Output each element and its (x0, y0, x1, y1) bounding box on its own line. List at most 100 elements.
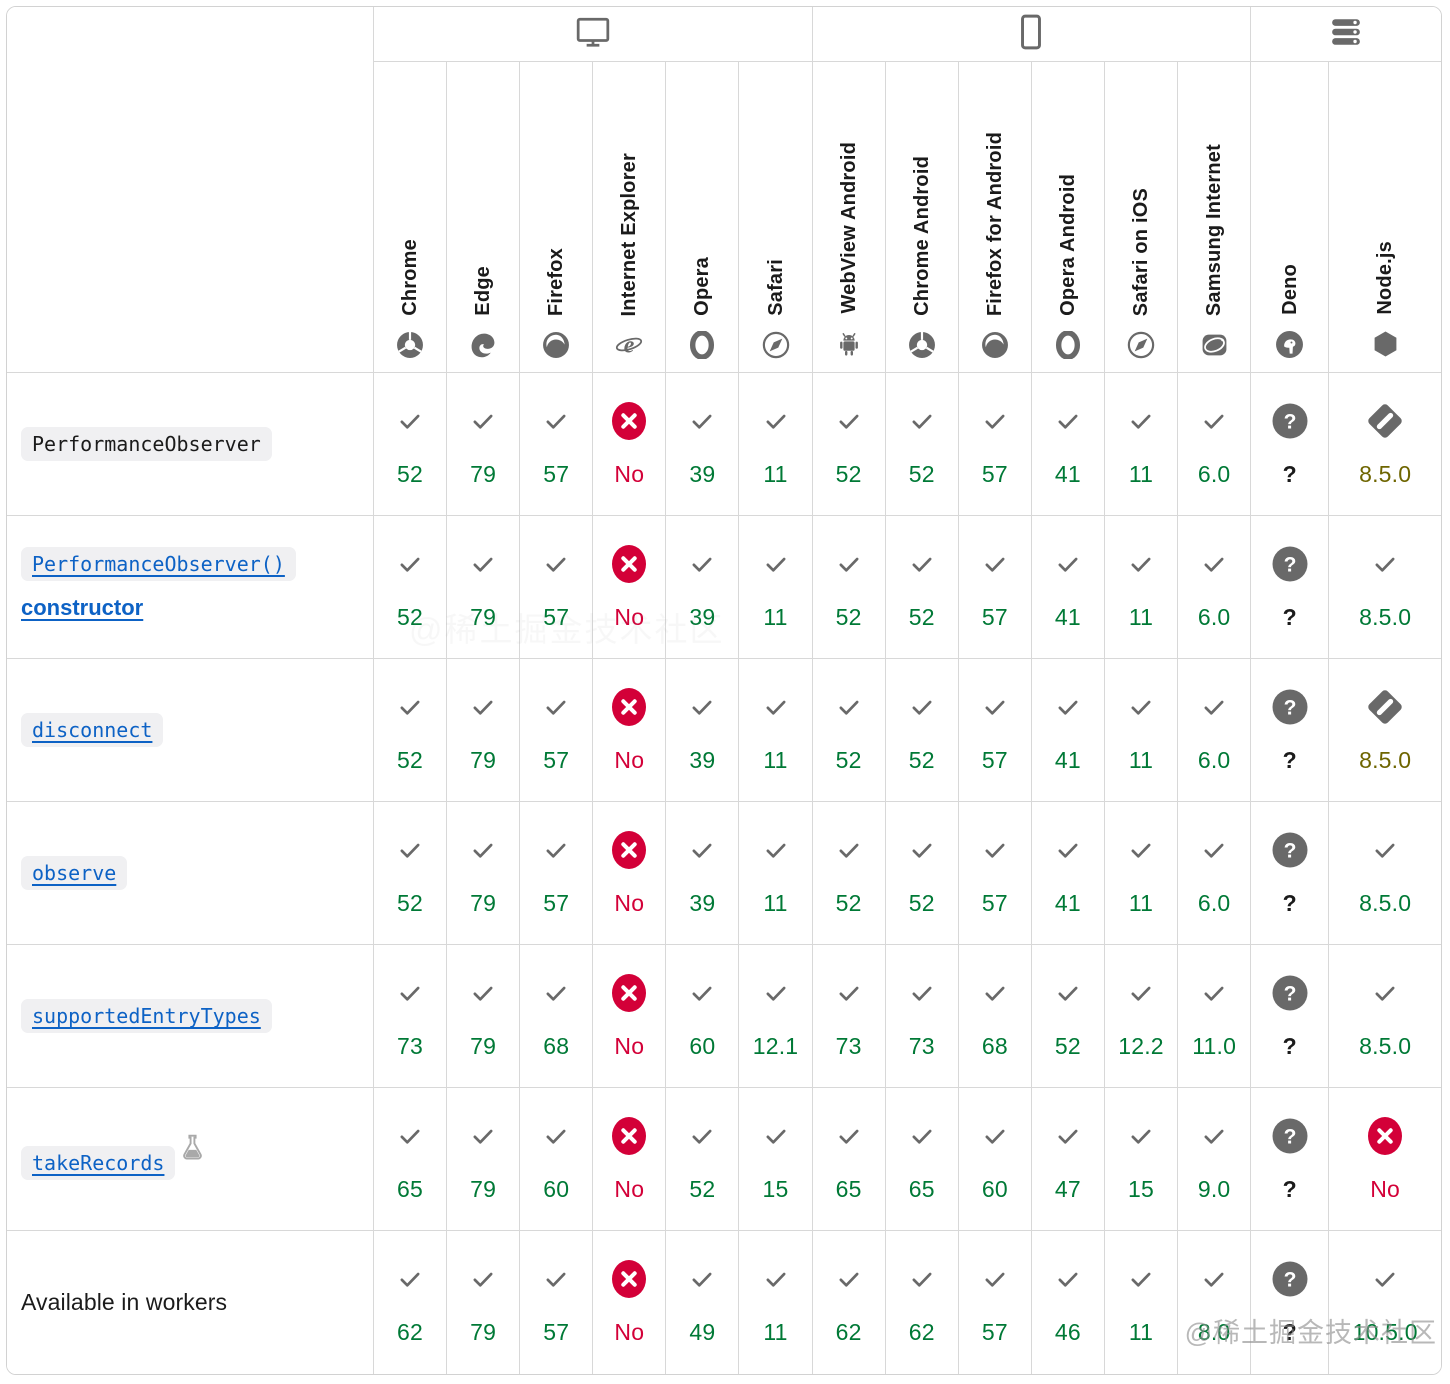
column-header-firefox-android: Firefox for Android (957, 61, 1032, 373)
check-icon (666, 1259, 738, 1299)
support-value: 11 (763, 746, 788, 773)
support-value: 9.0 (1197, 1175, 1231, 1202)
feature-label: observe (7, 801, 374, 945)
support-cell: 11 (738, 372, 813, 516)
support-cell: 10.5.0 (1328, 1230, 1441, 1374)
feature-link[interactable]: takeRecords (21, 1145, 176, 1180)
check-icon (1178, 1116, 1250, 1156)
desktop-icon (575, 16, 611, 48)
svg-text:?: ? (1283, 1268, 1296, 1291)
feature-name: Available in workers (21, 1289, 228, 1316)
support-value: 52 (689, 1175, 716, 1202)
support-cell: 60 (665, 944, 740, 1088)
support-cell: 8.5.0 (1328, 658, 1441, 802)
feature-link[interactable]: supportedEntryTypes (21, 999, 272, 1033)
support-value: 79 (470, 1318, 497, 1345)
support-value: 8.5.0 (1359, 603, 1412, 630)
experimental-icon (179, 1134, 206, 1176)
check-icon (666, 1116, 738, 1156)
compat-table: Chrome Edge Firefox Internet Explorer e Opera… (7, 7, 1441, 1374)
support-value: 8.0 (1197, 1318, 1231, 1345)
check-icon (1032, 830, 1104, 870)
support-cell: 6.0 (1177, 515, 1252, 659)
support-value: 73 (397, 1032, 423, 1059)
support-cell: 52 (372, 658, 448, 802)
browser-label: Chrome Android (910, 156, 933, 316)
support-value: 52 (908, 603, 935, 630)
check-icon (886, 687, 958, 727)
feature-link[interactable]: disconnect (21, 713, 164, 747)
support-value: 57 (543, 1318, 570, 1345)
support-cell: 79 (446, 372, 521, 516)
feature-link[interactable]: PerformanceObserver() constructor (21, 546, 296, 620)
support-cell: No (1328, 1087, 1441, 1231)
support-cell: 65 (372, 1087, 448, 1231)
check-icon (666, 830, 738, 870)
support-value: 39 (689, 746, 716, 773)
support-cell: 41 (1030, 515, 1105, 659)
support-value: No (614, 603, 645, 630)
support-value: 11 (1128, 746, 1154, 773)
support-cell: 79 (446, 944, 521, 1088)
support-value: 10.5.0 (1352, 1318, 1418, 1345)
support-value: 52 (835, 746, 862, 773)
check-icon (447, 544, 519, 584)
check-icon (813, 1116, 885, 1156)
svg-text:?: ? (1283, 696, 1296, 719)
support-cell: 49 (665, 1230, 740, 1374)
support-value: 11 (1128, 889, 1154, 916)
check-icon (1329, 830, 1441, 870)
check-icon (1032, 544, 1104, 584)
support-value: 52 (908, 746, 935, 773)
browser-label: Deno (1278, 264, 1301, 315)
browser-label: Edge (472, 266, 495, 316)
support-cell: No (592, 1230, 667, 1374)
support-cell: 11 (1103, 372, 1179, 516)
question-icon: ? (1251, 830, 1328, 870)
row-supportedentrytypes: supportedEntryTypes 73 79 68 No 60 12.1 73 73 68 5… (7, 944, 1441, 1088)
support-cell: 68 (957, 944, 1032, 1088)
support-cell: 15 (738, 1087, 813, 1231)
support-value: 8.5.0 (1359, 1032, 1412, 1059)
support-value: 52 (1054, 1032, 1081, 1059)
support-value: 41 (1054, 460, 1081, 487)
partial-icon (1329, 687, 1441, 727)
check-icon (666, 401, 738, 441)
column-header-opera: Opera (665, 61, 740, 373)
check-icon (739, 1259, 811, 1299)
support-value: 68 (981, 1032, 1008, 1059)
support-value: 12.1 (752, 1032, 799, 1059)
check-icon (739, 830, 811, 870)
support-value: 79 (470, 460, 497, 487)
support-value: 57 (981, 746, 1008, 773)
support-cell: 73 (811, 944, 886, 1088)
check-icon (1032, 401, 1104, 441)
support-cell: 57 (957, 801, 1032, 945)
support-value: 73 (835, 1032, 862, 1059)
check-icon (447, 1116, 519, 1156)
check-icon (813, 401, 885, 441)
check-icon (520, 401, 592, 441)
browser-header-row: Chrome Edge Firefox Internet Explorer e Opera… (7, 61, 1441, 373)
support-value: 49 (689, 1318, 716, 1345)
mobile-group-header (811, 7, 1252, 62)
support-cell: 39 (665, 515, 740, 659)
support-cell: 11 (1103, 1230, 1179, 1374)
support-cell: 52 (372, 372, 448, 516)
check-icon (374, 1116, 446, 1156)
browser-label: Opera Android (1056, 174, 1079, 316)
support-cell: 11 (1103, 658, 1179, 802)
feature-label: supportedEntryTypes (7, 944, 374, 1088)
check-icon (739, 1116, 811, 1156)
check-icon (1329, 1259, 1441, 1299)
check-icon (959, 1259, 1031, 1299)
support-cell: 12.1 (738, 944, 813, 1088)
feature-label: PerformanceObserver() constructor (7, 515, 374, 659)
feature-link[interactable]: observe (21, 856, 128, 890)
partial-icon (1329, 401, 1441, 441)
browser-label: Firefox for Android (983, 131, 1006, 316)
support-value: 39 (689, 460, 716, 487)
question-icon: ? (1251, 544, 1328, 584)
support-cell: 6.0 (1177, 801, 1252, 945)
support-cell: 41 (1030, 658, 1105, 802)
